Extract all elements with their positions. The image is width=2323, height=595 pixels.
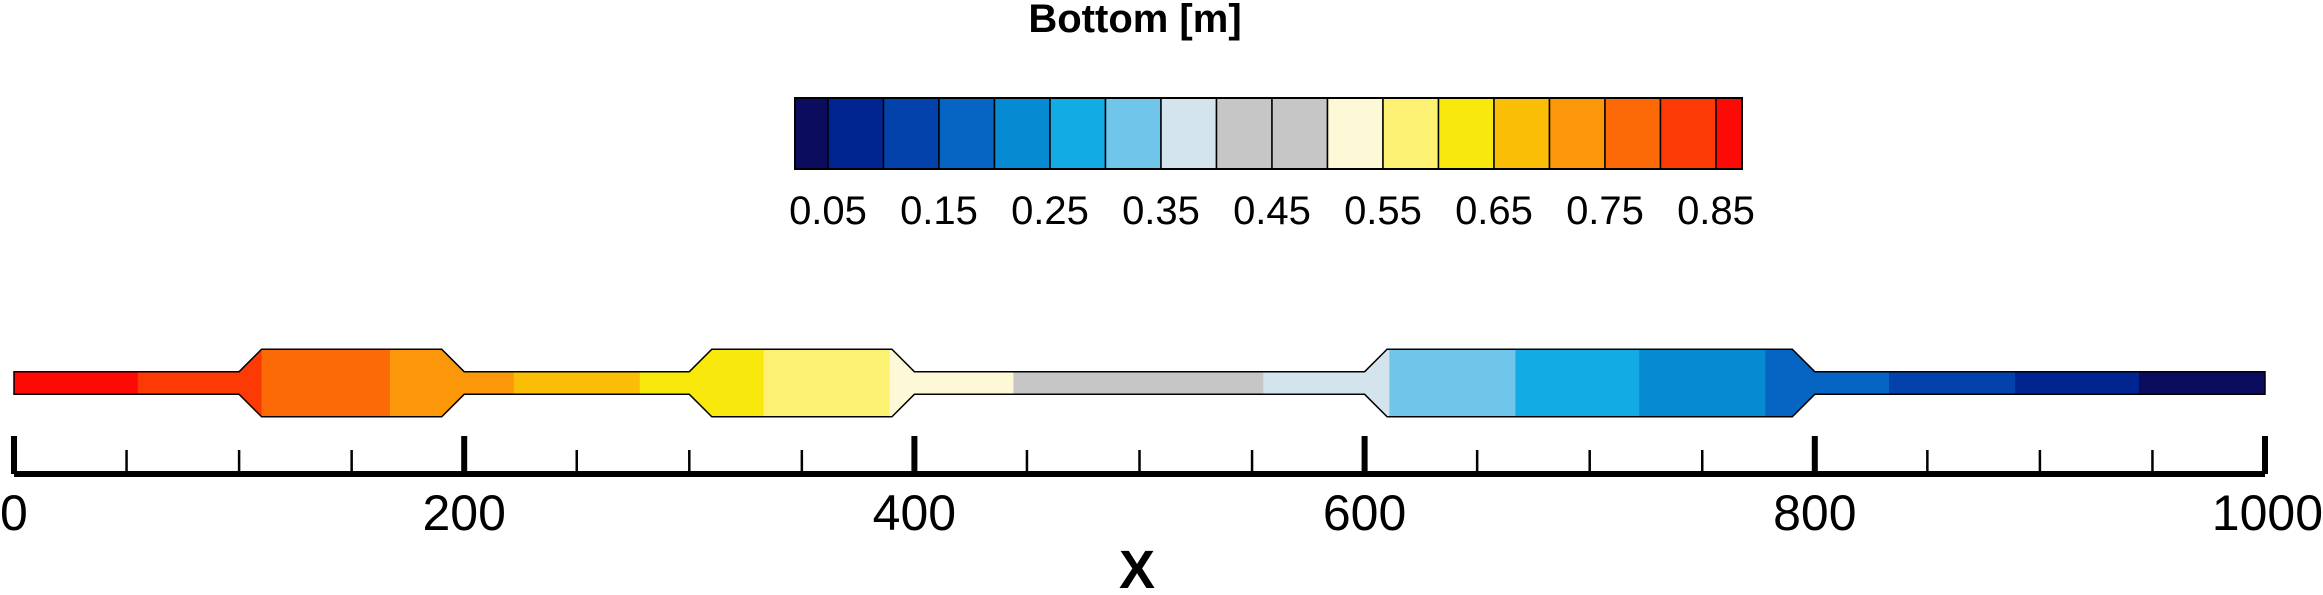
legend-swatch bbox=[1715, 97, 1743, 170]
legend-swatch bbox=[1437, 97, 1495, 170]
x-tick-label: 600 bbox=[1323, 485, 1406, 541]
legend-swatch bbox=[827, 97, 885, 170]
legend-tick-label: 0.35 bbox=[1122, 189, 1200, 233]
bottom-band bbox=[513, 349, 641, 417]
legend-tick-label: 0.55 bbox=[1344, 189, 1422, 233]
bottom-band bbox=[2015, 349, 2140, 417]
legend-swatch bbox=[1604, 97, 1662, 170]
legend-title: Bottom [m] bbox=[1028, 0, 1241, 41]
bottom-band bbox=[2138, 349, 2265, 417]
legend-swatch bbox=[1215, 97, 1273, 170]
x-tick-label: 0 bbox=[0, 485, 28, 541]
legend-swatch bbox=[1104, 97, 1162, 170]
bottom-band bbox=[889, 349, 1015, 417]
legend-tick-label: 0.25 bbox=[1011, 189, 1089, 233]
bottom-band bbox=[1639, 349, 1766, 417]
x-tick-label: 200 bbox=[422, 485, 505, 541]
x-axis-label: X bbox=[1119, 540, 1155, 595]
legend-swatch bbox=[1160, 97, 1218, 170]
legend-tick-label: 0.15 bbox=[900, 189, 978, 233]
legend-border bbox=[794, 97, 1743, 170]
bottom-band bbox=[1765, 349, 1890, 417]
bottom-band bbox=[1013, 349, 1264, 417]
color-legend: 0.05 0.15 0.25 0.35 0.45 0.55 0.65 0.75 0.85 bbox=[789, 97, 1755, 233]
x-tick-label: 1000 bbox=[2212, 485, 2323, 541]
bottom-band bbox=[14, 349, 139, 417]
legend-swatch bbox=[993, 97, 1051, 170]
legend-swatch bbox=[1271, 97, 1329, 170]
bottom-band bbox=[137, 349, 263, 417]
bottom-band bbox=[639, 349, 765, 417]
legend-tick-label: 0.45 bbox=[1233, 189, 1311, 233]
legend-swatch bbox=[938, 97, 996, 170]
bottom-band bbox=[261, 349, 391, 417]
legend-swatch bbox=[1382, 97, 1440, 170]
channel-contour bbox=[13, 348, 2266, 418]
legend-tick-label: 0.75 bbox=[1566, 189, 1644, 233]
x-tick-label: 400 bbox=[873, 485, 956, 541]
x-axis: 0 200 400 600 800 1000 bbox=[0, 436, 2323, 541]
channel-outline bbox=[13, 348, 2266, 418]
bottom-band bbox=[1263, 349, 1390, 417]
bottom-band bbox=[763, 349, 891, 417]
bottom-band bbox=[1389, 349, 1517, 417]
legend-swatch bbox=[1659, 97, 1717, 170]
legend-swatch bbox=[1493, 97, 1551, 170]
legend-swatch bbox=[794, 97, 829, 170]
legend-tick-label: 0.65 bbox=[1455, 189, 1533, 233]
legend-swatch bbox=[1548, 97, 1606, 170]
channel-fill bbox=[14, 349, 2265, 417]
x-tick-label: 800 bbox=[1773, 485, 1856, 541]
bottom-band bbox=[1889, 349, 2016, 417]
legend-tick-label: 0.85 bbox=[1677, 189, 1755, 233]
legend-swatch bbox=[1049, 97, 1107, 170]
bottom-band bbox=[1515, 349, 1640, 417]
legend-swatch bbox=[1326, 97, 1384, 170]
legend-swatch bbox=[882, 97, 940, 170]
legend-tick-label: 0.05 bbox=[789, 189, 867, 233]
bottom-band bbox=[389, 349, 515, 417]
